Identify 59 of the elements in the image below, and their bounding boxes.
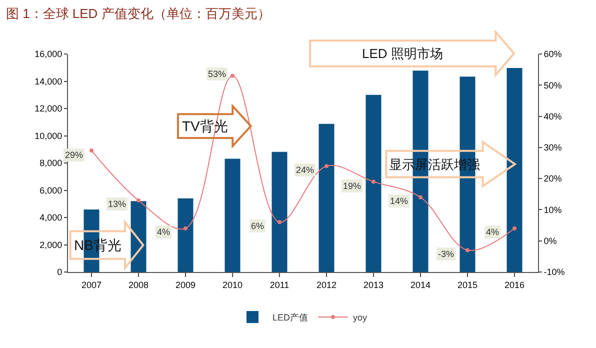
x-tick-label: 2013 — [363, 280, 384, 290]
y-tick-label: 10,000 — [34, 130, 62, 141]
y-tick-label: 4,000 — [40, 212, 62, 223]
x-tick-label: 2016 — [504, 280, 525, 290]
y2-tick-label: 40% — [544, 111, 562, 122]
point — [466, 248, 470, 252]
y2-tick-label: 10% — [544, 204, 562, 215]
point — [512, 226, 516, 230]
x-tick-label: 2015 — [457, 280, 478, 290]
y2-tick-label: 60% — [544, 49, 562, 60]
point — [136, 198, 140, 202]
bar — [130, 201, 146, 272]
point — [230, 74, 234, 78]
legend-label: LED产值 — [272, 312, 308, 323]
data-label: 19% — [343, 181, 362, 191]
bar — [224, 158, 240, 272]
bar — [366, 94, 382, 272]
data-label: 24% — [296, 165, 314, 175]
bar — [272, 152, 288, 272]
y-tick-label: 16,000 — [34, 49, 62, 60]
data-label: 4% — [157, 227, 170, 237]
annotation: LED 照明市场 — [362, 46, 443, 61]
point — [372, 180, 376, 184]
x-tick-label: 2014 — [410, 280, 431, 290]
y2-tick-label: -10% — [544, 267, 565, 278]
x-tick-label: 2009 — [175, 280, 196, 290]
point — [324, 164, 328, 168]
point — [90, 148, 94, 153]
y-tick-label: 12,000 — [34, 104, 62, 114]
y-tick-label: 0 — [57, 267, 62, 278]
data-label: 53% — [208, 69, 226, 79]
x-tick-label: 2007 — [81, 280, 102, 290]
data-label: 29% — [65, 150, 84, 160]
y2-tick-label: 50% — [544, 80, 562, 90]
bar — [412, 70, 428, 272]
x-tick-label: 2010 — [222, 280, 243, 290]
y-tick-label: 8,000 — [40, 158, 62, 168]
data-label: 13% — [108, 199, 126, 209]
y-tick-label: 2,000 — [40, 240, 62, 250]
data-label: -3% — [438, 249, 454, 259]
y2-tick-label: 0% — [544, 236, 557, 246]
bar — [318, 124, 334, 272]
chart-title: 图 1：全球 LED 产值变化（单位：百万美元） — [6, 6, 270, 21]
y-tick-label: 14,000 — [34, 76, 62, 86]
bar — [506, 68, 522, 272]
x-tick-label: 2008 — [128, 280, 149, 290]
y-tick-label: 6,000 — [40, 185, 62, 196]
data-label: 14% — [390, 196, 408, 206]
x-tick-label: 2011 — [270, 280, 290, 290]
legend-label: yoy — [353, 312, 368, 323]
x-tick-label: 2012 — [316, 280, 337, 290]
data-label: 4% — [486, 227, 500, 237]
bar — [178, 198, 194, 272]
data-label: 6% — [251, 221, 264, 231]
point — [278, 220, 282, 224]
point — [184, 226, 188, 230]
point — [418, 195, 422, 200]
y2-tick-label: 20% — [544, 174, 562, 184]
y2-tick-label: 30% — [544, 142, 562, 153]
